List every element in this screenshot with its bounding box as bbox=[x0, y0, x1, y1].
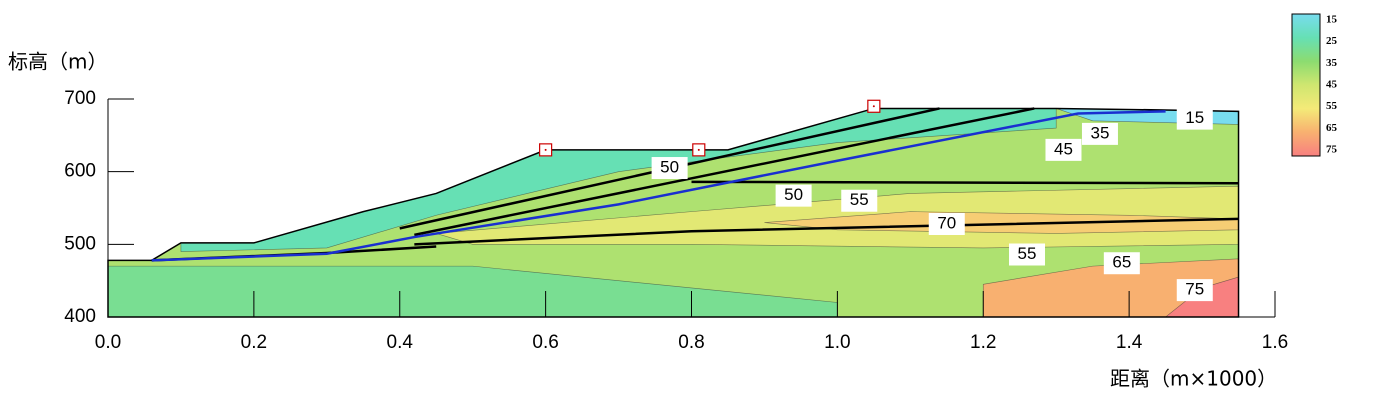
contour-label: 45 bbox=[1054, 139, 1073, 158]
x-tick-label: 0.0 bbox=[95, 332, 121, 353]
colorbar-tick-label: 65 bbox=[1326, 122, 1338, 134]
borehole-dot bbox=[872, 105, 875, 108]
colorbar-tick-label: 55 bbox=[1326, 100, 1338, 112]
contour-label-box bbox=[1081, 122, 1118, 145]
x-axis-title: 距离（m×1000） bbox=[1110, 367, 1277, 391]
x-tick-label: 0.2 bbox=[241, 332, 267, 353]
x-tick-label: 1.4 bbox=[1116, 332, 1143, 353]
y-tick-label: 600 bbox=[64, 161, 96, 182]
ground-outline bbox=[107, 107, 1240, 318]
y-tick-label: 700 bbox=[64, 88, 96, 109]
colorbar-tick-label: 35 bbox=[1326, 57, 1338, 69]
x-tick-label: 0.4 bbox=[387, 332, 414, 353]
x-tick-label: 1.6 bbox=[1262, 332, 1288, 353]
x-tick-label: 1.0 bbox=[824, 332, 850, 353]
y-tick-label: 400 bbox=[64, 306, 96, 327]
contour-label-box bbox=[841, 189, 878, 212]
contour-label-box bbox=[928, 212, 965, 235]
layer-boundary bbox=[414, 107, 1035, 237]
contour-label-box bbox=[1009, 243, 1046, 266]
colorbar-tick-label: 75 bbox=[1326, 144, 1338, 156]
contour-label-box bbox=[1176, 279, 1213, 302]
colorbar-tick-label: 45 bbox=[1326, 79, 1338, 91]
contour-label: 70 bbox=[937, 213, 956, 232]
layer-boundary bbox=[414, 217, 1239, 246]
contour-label: 50 bbox=[660, 158, 679, 177]
contour-label: 75 bbox=[1185, 280, 1204, 299]
colorbar-tick-label: 15 bbox=[1326, 14, 1338, 26]
y-axis-title: 标高（m） bbox=[8, 50, 107, 74]
contour-label: 55 bbox=[1018, 244, 1037, 263]
contour-label: 35 bbox=[1090, 123, 1109, 142]
borehole-dot bbox=[544, 148, 547, 151]
contour-label: 65 bbox=[1112, 253, 1131, 272]
x-tick-label: 0.8 bbox=[678, 332, 704, 353]
colorbar-tick-label: 25 bbox=[1326, 35, 1338, 47]
contour-label: 55 bbox=[850, 190, 869, 209]
borehole-dot bbox=[697, 148, 700, 151]
slip-surface bbox=[151, 110, 1166, 262]
contour-label-box bbox=[651, 157, 688, 180]
contour-label-box bbox=[775, 184, 812, 207]
ground-zone bbox=[108, 108, 1239, 318]
contour-label-box bbox=[1103, 252, 1140, 275]
layer-boundary bbox=[691, 180, 1239, 185]
contour-label: 15 bbox=[1185, 108, 1204, 127]
x-tick-label: 1.2 bbox=[970, 332, 996, 353]
contour-label-box bbox=[1045, 138, 1082, 161]
x-tick-label: 0.6 bbox=[532, 332, 558, 353]
contour-label-box bbox=[1176, 107, 1213, 130]
contour-label: 50 bbox=[784, 185, 803, 204]
colorbar bbox=[1291, 13, 1321, 157]
y-tick-label: 500 bbox=[64, 233, 96, 254]
